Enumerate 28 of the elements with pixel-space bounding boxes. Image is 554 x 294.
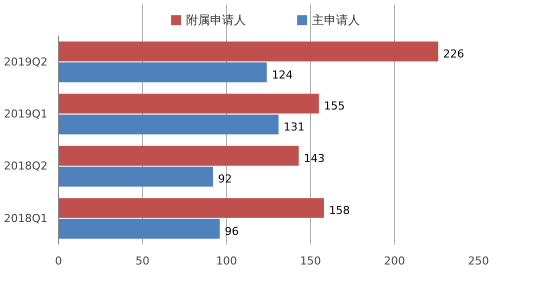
data-label: 131 <box>284 120 305 134</box>
x-tick-label: 0 <box>55 254 62 268</box>
bar <box>58 198 324 218</box>
x-tick-label: 100 <box>216 254 237 268</box>
bar <box>58 42 438 62</box>
x-tick-label: 150 <box>300 254 321 268</box>
data-label: 158 <box>328 204 350 217</box>
bar <box>58 166 214 187</box>
legend-label: 主申请人 <box>312 13 360 28</box>
legend-label: 附属申请人 <box>186 13 246 28</box>
x-tick-label: 200 <box>384 254 405 268</box>
bar <box>58 94 319 114</box>
data-label: 155 <box>324 100 345 113</box>
data-label: 96 <box>224 224 239 238</box>
y-tick-label: 2018Q2 <box>4 160 48 173</box>
y-tick-label: 2019Q2 <box>4 55 48 68</box>
x-tick-label: 250 <box>468 254 489 268</box>
bar <box>58 62 267 82</box>
data-label: 124 <box>272 68 293 82</box>
data-label: 92 <box>218 172 232 186</box>
bar <box>58 146 299 166</box>
bar <box>58 218 220 239</box>
data-label: 143 <box>304 152 325 165</box>
data-label: 226 <box>443 47 464 60</box>
y-tick-label: 2018Q1 <box>4 212 48 225</box>
bar <box>58 114 279 134</box>
x-tick-label: 50 <box>136 254 150 268</box>
y-tick-label: 2019Q1 <box>4 108 48 121</box>
